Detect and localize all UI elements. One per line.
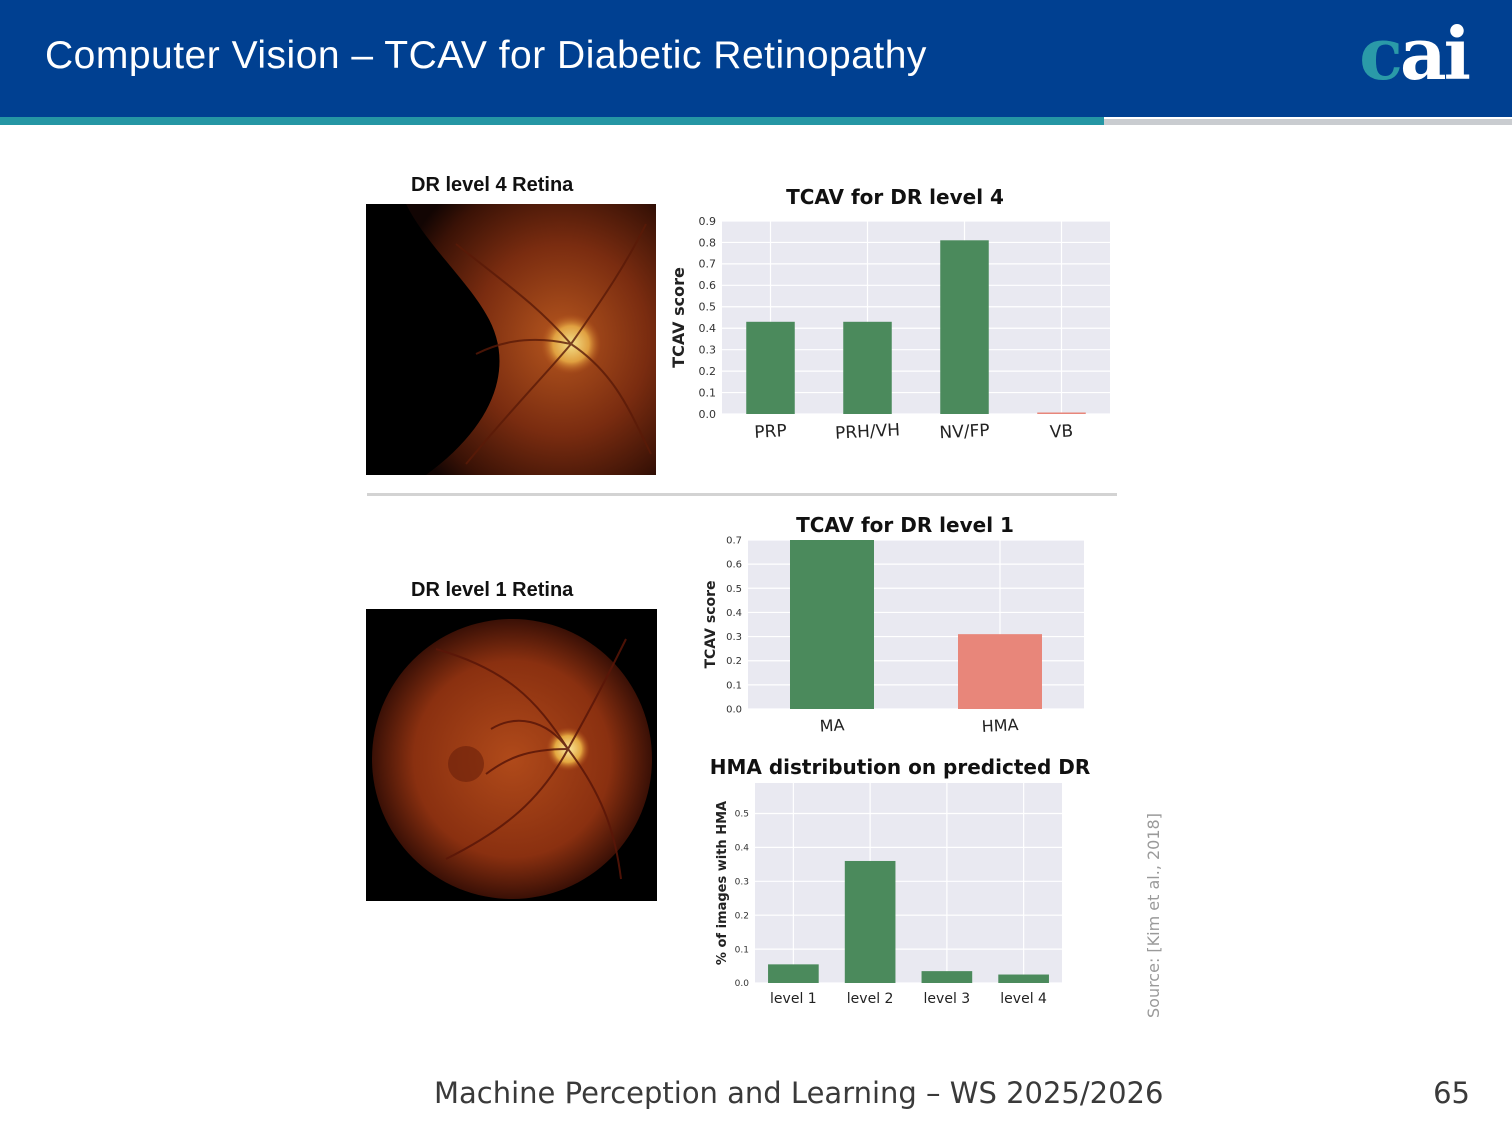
y-axis-label: TCAV score bbox=[703, 580, 719, 668]
bar bbox=[998, 974, 1049, 983]
bar bbox=[768, 964, 819, 983]
y-tick-label: 0.8 bbox=[699, 236, 717, 249]
y-axis-label: % of images with HMA bbox=[715, 801, 730, 965]
bar bbox=[790, 540, 874, 709]
chart-tcav-level1: TCAV for DR level 1 TCAV score 0.0 0.1 0.2 0.… bbox=[703, 513, 1084, 736]
cai-logo: cai bbox=[1359, 18, 1471, 90]
y-tick-label: 0.4 bbox=[699, 322, 717, 335]
y-axis-label: TCAV score bbox=[669, 267, 688, 368]
logo-letter-c: c bbox=[1359, 11, 1403, 96]
x-tick-label: level 1 bbox=[770, 991, 817, 1007]
retina-level1-title: DR level 1 Retina bbox=[411, 579, 574, 601]
bar bbox=[921, 971, 973, 983]
y-tick-label: 0.7 bbox=[726, 536, 742, 547]
y-tick-label: 0.6 bbox=[699, 279, 717, 292]
bar bbox=[746, 321, 795, 414]
y-tick-label: 0.2 bbox=[735, 911, 749, 921]
slide-title: Computer Vision – TCAV for Diabetic Reti… bbox=[45, 34, 927, 77]
chart-tcav-level4: TCAV for DR level 4 TCAV score 0.0 0.1 0.2 0.… bbox=[669, 185, 1110, 444]
y-tick-label: 0.5 bbox=[726, 584, 742, 595]
chart-title: HMA distribution on predicted DR bbox=[710, 755, 1090, 779]
y-tick-label: 0.3 bbox=[726, 632, 742, 643]
x-tick-label: level 4 bbox=[1000, 991, 1047, 1007]
y-tick-label: 0.3 bbox=[735, 877, 749, 887]
y-tick-label: 0.6 bbox=[726, 560, 742, 571]
y-tick-label: 0.4 bbox=[726, 608, 742, 619]
retina-level4-title: DR level 4 Retina bbox=[411, 174, 574, 196]
x-tick-label: VB bbox=[1049, 421, 1073, 442]
slide-footer: Machine Perception and Learning – WS 202… bbox=[434, 1076, 1164, 1110]
x-tick-label: level 2 bbox=[847, 991, 894, 1007]
bar bbox=[1037, 412, 1086, 414]
bar bbox=[940, 240, 989, 414]
slide-header: Computer Vision – TCAV for Diabetic Reti… bbox=[0, 0, 1512, 117]
retina-level4-image bbox=[366, 204, 656, 475]
y-tick-label: 0.2 bbox=[699, 365, 717, 378]
y-tick-label: 0.0 bbox=[699, 408, 717, 421]
page-number: 65 bbox=[1433, 1076, 1470, 1110]
chart-hma-distribution: HMA distribution on predicted DR % of ima… bbox=[710, 755, 1090, 1007]
y-tick-label: 0.1 bbox=[735, 945, 749, 955]
x-tick-label: NV/FP bbox=[939, 421, 990, 444]
x-tick-label: HMA bbox=[981, 715, 1019, 736]
header-accent-bar bbox=[0, 117, 1104, 125]
y-tick-label: 0.0 bbox=[735, 979, 750, 989]
y-tick-label: 0.1 bbox=[726, 680, 742, 691]
bar bbox=[844, 860, 896, 983]
x-tick-label: PRP bbox=[754, 421, 787, 443]
chart-title: TCAV for DR level 1 bbox=[796, 513, 1014, 537]
y-tick-label: 0.2 bbox=[726, 656, 742, 667]
y-tick-label: 0.4 bbox=[735, 844, 750, 854]
y-tick-label: 0.7 bbox=[699, 258, 717, 271]
x-tick-label: PRH/VH bbox=[835, 420, 901, 443]
logo-letters-ai: ai bbox=[1399, 11, 1471, 96]
y-tick-label: 0.5 bbox=[699, 301, 717, 314]
bar bbox=[843, 321, 892, 414]
y-tick-label: 0.3 bbox=[699, 344, 717, 357]
source-citation: Source: [Kim et al., 2018] bbox=[1144, 813, 1163, 1018]
header-accent-bar-grey bbox=[1104, 119, 1512, 125]
x-tick-label: MA bbox=[819, 715, 845, 735]
y-tick-label: 0.9 bbox=[699, 215, 717, 228]
y-tick-label: 0.5 bbox=[735, 810, 749, 820]
chart-title: TCAV for DR level 4 bbox=[786, 185, 1004, 209]
x-tick-label: level 3 bbox=[924, 991, 971, 1007]
y-tick-label: 0.1 bbox=[699, 386, 717, 399]
bar bbox=[958, 634, 1042, 709]
retina-level1-image bbox=[366, 609, 657, 901]
y-tick-label: 0.0 bbox=[726, 705, 742, 716]
section-divider bbox=[367, 493, 1117, 496]
